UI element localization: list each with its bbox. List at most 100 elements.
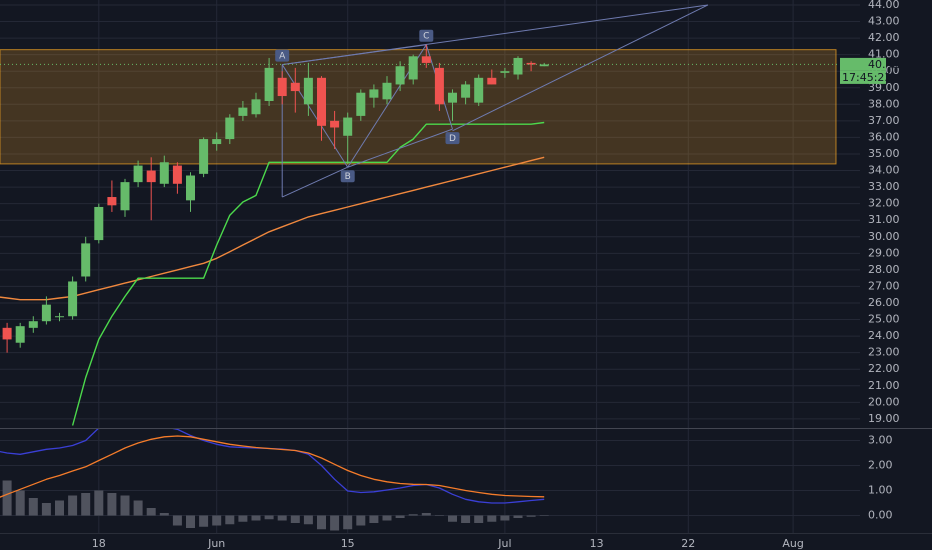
y-tick-label: 37.00 xyxy=(868,114,900,127)
candle-body xyxy=(81,243,91,277)
zone xyxy=(0,49,837,165)
candle-body xyxy=(55,316,64,318)
candle-body xyxy=(448,92,457,103)
candle-body xyxy=(225,117,235,140)
y-tick-label: 23.00 xyxy=(868,346,900,359)
pattern-line xyxy=(281,166,348,198)
candle-body xyxy=(487,77,497,85)
candle-body xyxy=(159,162,169,184)
candle-body xyxy=(133,165,143,183)
histogram-bar xyxy=(107,493,117,516)
candle-body xyxy=(172,165,182,184)
pattern-line xyxy=(347,128,453,168)
grid xyxy=(0,0,860,533)
y-tick-label: 21.00 xyxy=(868,379,900,392)
line xyxy=(0,435,545,498)
candle-body xyxy=(343,117,353,136)
candle-body xyxy=(28,321,38,328)
histogram-bar xyxy=(68,495,78,516)
x-tick-label: Aug xyxy=(782,537,803,550)
candle-body xyxy=(212,139,222,145)
y-tick-label: 20.00 xyxy=(868,395,900,408)
y-tick-label: 1.00 xyxy=(868,484,893,497)
y-tick-label: 31.00 xyxy=(868,213,900,226)
y-tick-label: 2.00 xyxy=(868,459,893,472)
histogram-bar xyxy=(55,500,64,516)
y-tick-label: 19.00 xyxy=(868,412,900,425)
histogram-bar xyxy=(251,515,261,521)
histogram-bar xyxy=(421,513,431,516)
histogram-bar xyxy=(303,515,313,525)
histogram-bar xyxy=(474,515,484,523)
y-tick-label: 28.00 xyxy=(868,263,900,276)
histogram-bar xyxy=(28,498,38,516)
histogram-bar xyxy=(146,508,156,516)
candle-body xyxy=(408,56,418,80)
candle-body xyxy=(68,281,78,317)
histogram-bar xyxy=(120,495,130,516)
candle-body xyxy=(238,107,248,116)
candle-body xyxy=(251,99,261,115)
pattern-label: D xyxy=(449,134,456,144)
trend-line xyxy=(452,4,709,132)
pattern-label: A xyxy=(279,52,286,62)
countdown-label: 17:45:23 xyxy=(842,71,891,84)
pattern-line xyxy=(281,64,349,168)
y-tick-label: 44.00 xyxy=(868,0,900,11)
histogram-bar xyxy=(212,515,222,526)
histogram-bar xyxy=(2,480,12,516)
y-tick-label: 30.00 xyxy=(868,230,900,243)
candle-body xyxy=(2,327,12,340)
histogram-bar xyxy=(539,515,549,516)
histogram-bar xyxy=(159,513,169,516)
candle-body xyxy=(382,82,392,100)
x-tick-label: Jul xyxy=(497,537,511,550)
histogram-bar xyxy=(94,490,104,516)
histogram-bar xyxy=(330,515,340,531)
y-tick-label: 29.00 xyxy=(868,246,900,259)
last-price-label: 40.41 xyxy=(868,58,900,71)
candle-body xyxy=(107,197,117,206)
candle-body xyxy=(264,67,274,101)
axes: 18 Jun 15 Jul 13 22 Aug 19.00 20.00 21.00 22.00 23.… xyxy=(92,0,900,550)
histogram-bar xyxy=(461,515,471,523)
histogram-bar xyxy=(343,515,353,530)
candle-body xyxy=(434,67,444,105)
y-tick-label: 3.00 xyxy=(868,434,893,447)
histogram-bar xyxy=(264,515,274,520)
x-tick-label: 18 xyxy=(92,537,106,550)
x-tick-label: 13 xyxy=(590,537,604,550)
histogram-bar xyxy=(513,515,523,518)
candle-body xyxy=(474,77,484,103)
last-price-box xyxy=(840,57,886,71)
candle-body xyxy=(513,57,523,75)
histogram-bar xyxy=(408,514,418,516)
histogram-bar xyxy=(395,515,405,518)
histogram-bar xyxy=(41,503,51,516)
histogram-bar xyxy=(172,515,182,526)
histogram-bar xyxy=(526,515,536,517)
pattern-label: C xyxy=(423,32,429,42)
pattern-label-box xyxy=(419,29,434,42)
y-tick-label: 38.00 xyxy=(868,97,900,110)
histogram-bar xyxy=(81,493,91,516)
candle-body xyxy=(186,175,195,201)
candle-body xyxy=(277,77,287,97)
candle-body xyxy=(539,64,549,67)
candle-body xyxy=(461,84,471,98)
histogram-bar xyxy=(317,515,326,530)
pattern-label: B xyxy=(345,172,351,182)
y-tick-label: 42.00 xyxy=(868,31,900,44)
price-pane: A B C D xyxy=(0,4,860,426)
histogram-bar xyxy=(382,515,392,521)
histogram-bar xyxy=(487,515,497,522)
y-tick-label: 24.00 xyxy=(868,329,900,342)
pattern-label-box xyxy=(340,170,355,183)
pattern-label-box xyxy=(275,49,290,62)
line xyxy=(0,156,545,301)
candle-body xyxy=(330,120,340,128)
y-tick-label: 22.00 xyxy=(868,362,900,375)
histogram-bar xyxy=(133,500,143,516)
